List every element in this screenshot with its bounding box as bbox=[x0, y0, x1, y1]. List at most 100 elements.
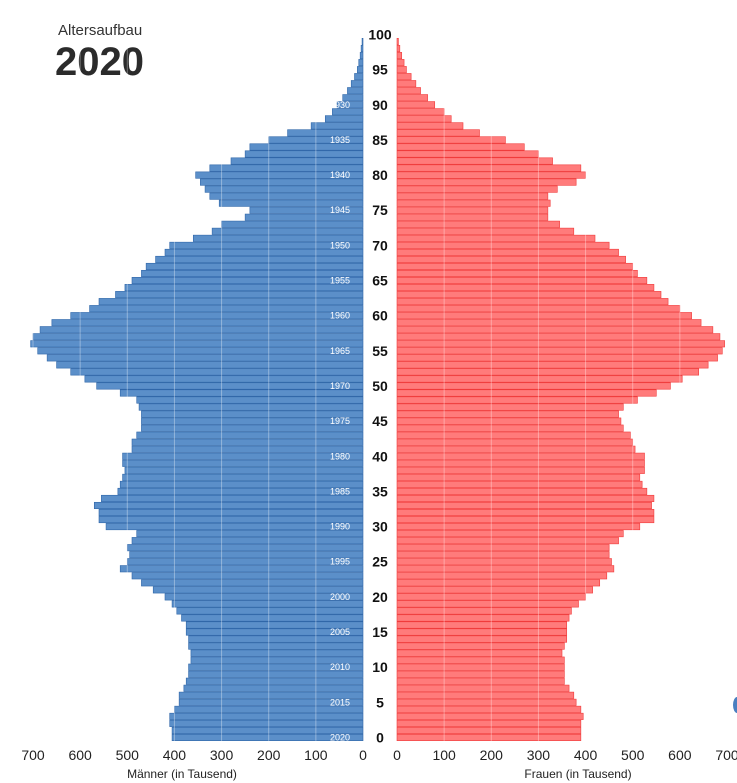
female-bar-age-95 bbox=[396, 66, 407, 74]
male-bar-age-69 bbox=[164, 248, 364, 256]
male-value-tick-600: 600 bbox=[68, 747, 92, 763]
female-bar-age-4 bbox=[396, 705, 582, 713]
female-bar-age-22 bbox=[396, 579, 601, 587]
female-bar-age-98 bbox=[396, 45, 401, 53]
female-bar-age-93 bbox=[396, 80, 417, 88]
male-value-tick-400: 400 bbox=[163, 747, 187, 763]
male-bar-age-84 bbox=[249, 143, 364, 151]
female-bar-age-0 bbox=[396, 733, 582, 742]
male-bar-age-82 bbox=[230, 157, 364, 165]
birth-year-labels: 2020 2015 2010 2005 2000 1995 1990 1985 1980 1975… bbox=[330, 100, 350, 743]
female-bar-age-28 bbox=[396, 537, 619, 545]
male-bar-age-22 bbox=[141, 579, 364, 587]
age-tick-15: 15 bbox=[372, 624, 388, 640]
female-bar-age-11 bbox=[396, 656, 565, 664]
age-tick-0: 0 bbox=[376, 729, 384, 745]
age-tick-75: 75 bbox=[372, 202, 388, 218]
female-bar-age-21 bbox=[396, 586, 593, 594]
female-bar-age-27 bbox=[396, 544, 610, 552]
female-bar-age-58 bbox=[396, 326, 714, 334]
female-bar-age-61 bbox=[396, 305, 681, 313]
age-tick-40: 40 bbox=[372, 448, 388, 464]
male-bar-age-58 bbox=[39, 326, 364, 334]
male-bar-age-66 bbox=[141, 269, 364, 278]
male-bar-age-12 bbox=[190, 649, 364, 657]
male-bar-age-39 bbox=[122, 459, 364, 467]
age-tick-65: 65 bbox=[372, 273, 388, 289]
male-bar-age-79 bbox=[200, 178, 364, 186]
female-bar-age-97 bbox=[396, 52, 403, 60]
male-bar-age-43 bbox=[136, 431, 364, 439]
birth-year-label-2020: 2020 bbox=[330, 732, 350, 742]
female-bar-age-19 bbox=[396, 600, 579, 608]
male-bar-age-26 bbox=[129, 551, 364, 559]
female-bar-age-40 bbox=[396, 452, 645, 460]
male-bar-age-49 bbox=[119, 389, 364, 397]
female-bar-age-72 bbox=[396, 227, 575, 235]
male-bar-age-14 bbox=[188, 635, 364, 643]
age-tick-80: 80 bbox=[372, 167, 388, 183]
female-bar-age-35 bbox=[396, 487, 648, 495]
male-bar-age-68 bbox=[155, 255, 364, 263]
female-bar-age-87 bbox=[396, 122, 464, 130]
male-bar-age-40 bbox=[122, 452, 364, 460]
female-bar-age-51 bbox=[396, 375, 683, 383]
male-bar-age-31 bbox=[98, 516, 364, 524]
male-bar-age-65 bbox=[131, 277, 364, 285]
age-tick-70: 70 bbox=[372, 237, 388, 253]
female-bar-age-56 bbox=[396, 340, 725, 348]
female-bar-age-71 bbox=[396, 234, 596, 242]
age-tick-90: 90 bbox=[372, 97, 388, 113]
female-bars bbox=[396, 37, 725, 742]
age-tick-50: 50 bbox=[372, 378, 388, 394]
male-bar-age-45 bbox=[141, 417, 364, 425]
male-bar-age-38 bbox=[124, 466, 364, 474]
female-bar-age-41 bbox=[396, 445, 636, 453]
female-bar-age-42 bbox=[396, 438, 634, 446]
male-bar-age-83 bbox=[244, 150, 364, 158]
birth-year-label-1945: 1945 bbox=[330, 205, 350, 215]
age-tick-60: 60 bbox=[372, 308, 388, 324]
male-bar-age-85 bbox=[268, 136, 364, 144]
male-bar-age-74 bbox=[244, 213, 364, 221]
female-bar-age-32 bbox=[396, 509, 655, 517]
male-bar-age-70 bbox=[169, 241, 364, 249]
birth-year-label-1980: 1980 bbox=[330, 451, 350, 461]
birth-year-label-1990: 1990 bbox=[330, 522, 350, 532]
female-bar-age-90 bbox=[396, 101, 436, 109]
male-bar-age-9 bbox=[188, 670, 364, 678]
birth-year-label-2015: 2015 bbox=[330, 697, 350, 707]
gridlines bbox=[32, 38, 728, 741]
birth-year-label-1960: 1960 bbox=[330, 311, 350, 321]
age-tick-85: 85 bbox=[372, 132, 388, 148]
female-bar-age-12 bbox=[396, 649, 563, 657]
female-bar-age-17 bbox=[396, 614, 570, 622]
male-bar-age-30 bbox=[105, 523, 364, 531]
female-bar-age-5 bbox=[396, 698, 577, 706]
female-bar-age-80 bbox=[396, 171, 586, 179]
male-bar-age-13 bbox=[188, 642, 364, 650]
female-bar-age-84 bbox=[396, 143, 525, 151]
female-bar-age-16 bbox=[396, 621, 568, 629]
female-bar-age-25 bbox=[396, 558, 612, 566]
male-bar-age-91 bbox=[342, 94, 364, 102]
birth-year-label-1950: 1950 bbox=[330, 240, 350, 250]
age-tick-30: 30 bbox=[372, 519, 388, 535]
female-bar-age-10 bbox=[396, 663, 565, 671]
male-bar-age-92 bbox=[347, 87, 364, 95]
female-bar-age-34 bbox=[396, 494, 655, 502]
male-bar-age-53 bbox=[56, 361, 364, 369]
female-bar-age-14 bbox=[396, 635, 568, 643]
male-bar-age-21 bbox=[152, 586, 364, 594]
male-bar-age-27 bbox=[126, 544, 364, 552]
male-bar-age-4 bbox=[174, 705, 364, 713]
female-bar-age-9 bbox=[396, 670, 565, 678]
male-axis-label: Männer (in Tausend) bbox=[127, 767, 237, 781]
female-bar-age-78 bbox=[396, 185, 558, 193]
female-bar-age-83 bbox=[396, 150, 539, 158]
female-bar-age-69 bbox=[396, 248, 619, 256]
age-tick-10: 10 bbox=[372, 659, 388, 675]
male-bar-age-44 bbox=[141, 424, 364, 432]
male-bar-age-42 bbox=[131, 438, 364, 446]
male-bar-age-24 bbox=[119, 565, 364, 573]
